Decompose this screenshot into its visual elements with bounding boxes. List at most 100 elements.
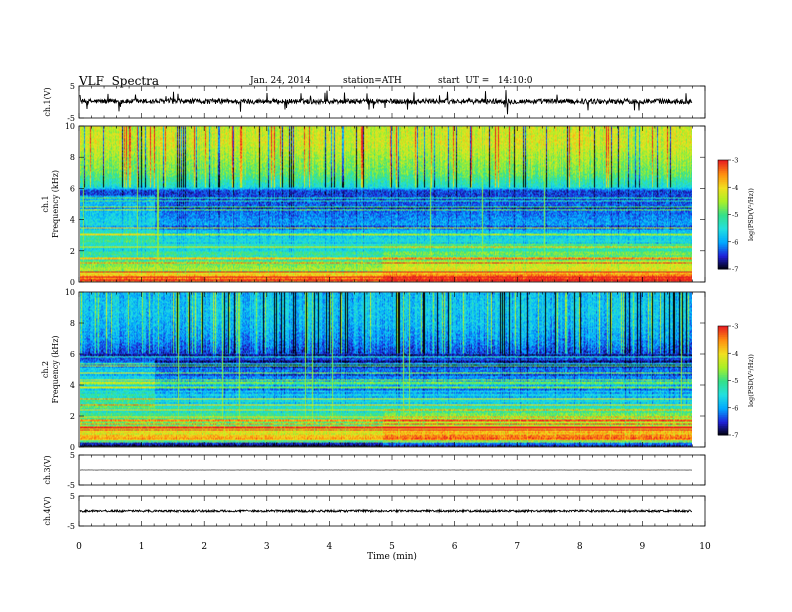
ch1-waveform-y-tick-label: 5 — [70, 82, 75, 91]
colorbar-cell — [718, 387, 728, 391]
ch1-spectrogram-channel-label: ch.1 — [41, 195, 50, 212]
ch1-spectrogram-colorbar-tick-label: -5 — [732, 211, 738, 219]
colorbar-cell — [718, 265, 728, 268]
colorbar-cell — [718, 351, 728, 354]
ch2-spectrogram-y-tick-label: 6 — [70, 350, 75, 359]
ch1-spectrogram-colorbar-label: log(PSD(V²/Hz)) — [747, 188, 755, 241]
colorbar-cell — [718, 375, 728, 378]
colorbar-cell — [718, 342, 728, 345]
colorbar-cell — [718, 365, 728, 369]
ch2-spectrogram-y-label: Frequency (kHz) — [51, 335, 60, 403]
colorbar-cell — [718, 393, 728, 396]
colorbar-cell — [718, 376, 728, 380]
colorbar-cell — [718, 256, 728, 259]
colorbar-cell — [718, 183, 728, 186]
x-tick-label: 0 — [76, 542, 82, 552]
colorbar-cell — [718, 349, 728, 352]
ch2-spectrogram-y-tick-label: 10 — [65, 288, 75, 297]
colorbar-cell — [718, 216, 728, 219]
colorbar-cell — [718, 424, 728, 427]
ch1-spectrogram-image — [80, 126, 692, 282]
colorbar-cell — [718, 176, 728, 179]
colorbar-cell — [718, 225, 728, 228]
colorbar-cell — [718, 192, 728, 196]
colorbar-cell — [718, 170, 728, 174]
ch3-waveform-y-label: ch.3(V) — [43, 455, 52, 484]
x-tick-label: 1 — [139, 542, 145, 552]
colorbar-cell — [718, 207, 728, 210]
colorbar-cell — [718, 172, 728, 176]
colorbar-cell — [718, 371, 728, 374]
x-tick-label: 5 — [389, 542, 395, 552]
ch3-waveform-y-tick-label: -5 — [67, 481, 75, 490]
colorbar-cell — [718, 261, 728, 265]
colorbar-cell — [718, 416, 728, 420]
colorbar-cell — [718, 347, 728, 351]
colorbar-cell — [718, 338, 728, 342]
colorbar-cell — [718, 218, 728, 221]
ch1-spectrogram-colorbar-tick-label: -7 — [732, 266, 738, 274]
colorbar-cell — [718, 178, 728, 181]
colorbar-cell — [718, 405, 728, 409]
ch2-spectrogram-colorbar-tick-label: -5 — [732, 377, 738, 385]
colorbar-cell — [718, 167, 728, 170]
x-tick-label: 4 — [327, 542, 333, 552]
colorbar-cell — [718, 382, 728, 385]
colorbar-cell — [718, 395, 728, 398]
colorbar-cell — [718, 203, 728, 206]
colorbar-cell — [718, 415, 728, 418]
ch3-waveform-y-tick-label: 5 — [70, 451, 75, 460]
colorbar-cell — [718, 236, 728, 239]
ch1-spectrogram-colorbar-tick-label: -4 — [732, 184, 738, 192]
ch1-spectrogram-colorbar-tick-label: -3 — [732, 157, 738, 165]
ch1-spectrogram-colorbar: -3 -4 -5 -6 -7 log(PSD(V²/Hz)) — [717, 157, 755, 274]
colorbar-cell — [718, 329, 728, 332]
x-tick-label: 2 — [201, 542, 207, 552]
ch1-spectrogram-y-tick-label: 0 — [70, 278, 75, 287]
colorbar-cell — [718, 219, 728, 223]
colorbar-cell — [718, 212, 728, 215]
colorbar-cell — [718, 196, 728, 199]
colorbar-cell — [718, 239, 728, 243]
x-tick-label: 7 — [514, 542, 520, 552]
colorbar-cell — [718, 252, 728, 255]
ch2-spectrogram-y-tick-label: 4 — [70, 381, 75, 390]
colorbar-cell — [718, 169, 728, 172]
colorbar-cell — [718, 335, 728, 338]
ch1-spectrogram-y-tick-label: 6 — [70, 184, 75, 193]
colorbar-cell — [718, 232, 728, 235]
colorbar-cell — [718, 356, 728, 360]
ch2-spectrogram-y-tick-label: 0 — [70, 443, 75, 452]
colorbar-cell — [718, 373, 728, 376]
colorbar-cell — [718, 411, 728, 414]
colorbar-cell — [718, 362, 728, 365]
colorbar-cell — [718, 429, 728, 432]
colorbar-cell — [718, 245, 728, 248]
colorbar-cell — [718, 326, 728, 329]
colorbar-cell — [718, 163, 728, 166]
ch1-spectrogram-y-tick-label: 4 — [70, 216, 75, 225]
station-label: station=ATH — [343, 76, 402, 86]
colorbar-cell — [718, 413, 728, 416]
colorbar-cell — [718, 340, 728, 343]
ch2-spectrogram-channel-label: ch.2 — [41, 361, 50, 378]
colorbar-cell — [718, 160, 728, 163]
colorbar-cell — [718, 249, 728, 252]
colorbar-cell — [718, 385, 728, 389]
colorbar-cell — [718, 355, 728, 358]
ch2-spectrogram-colorbar-tick-label: -4 — [732, 350, 738, 358]
colorbar-cell — [718, 378, 728, 381]
colorbar-cell — [718, 409, 728, 412]
colorbar-cell — [718, 433, 728, 436]
ch2-spectrogram-colorbar-tick-label: -3 — [732, 323, 738, 331]
colorbar-cell — [718, 384, 728, 387]
colorbar-cell — [718, 187, 728, 190]
colorbar-cell — [718, 190, 728, 194]
date-label: Jan. 24, 2014 — [250, 76, 311, 86]
ch2-spectrogram-y-tick-label: 2 — [70, 412, 75, 421]
ch4-waveform-trace — [79, 508, 692, 514]
colorbar-cell — [718, 367, 728, 371]
ch1-spectrogram-y-label: Frequency (kHz) — [51, 170, 60, 238]
ch2-spectrogram-colorbar-label: log(PSD(V²/Hz)) — [747, 354, 755, 407]
